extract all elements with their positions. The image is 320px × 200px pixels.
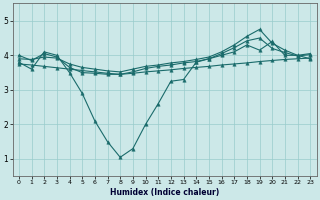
X-axis label: Humidex (Indice chaleur): Humidex (Indice chaleur): [110, 188, 219, 197]
